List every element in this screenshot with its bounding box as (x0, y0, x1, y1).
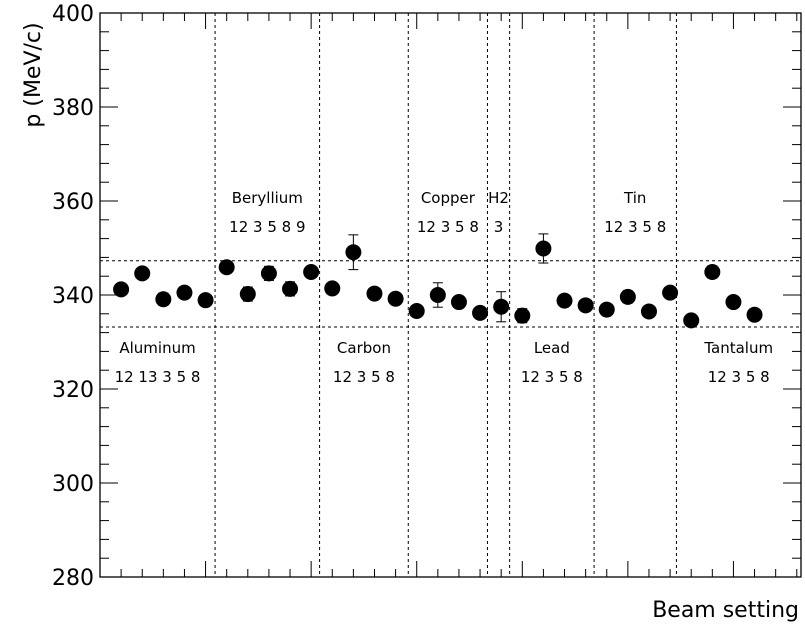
data-point (472, 304, 489, 321)
group-settings-label: 12 13 3 5 8 (115, 368, 201, 386)
group-settings-label: 12 3 5 8 (708, 368, 770, 386)
data-point (450, 294, 467, 311)
data-point (387, 290, 404, 307)
data-point (746, 306, 763, 323)
y-tick-labels: 280 300 320 340 360 380 400 (52, 2, 94, 591)
data-point (366, 285, 383, 302)
group-name-label: Aluminum (119, 339, 195, 357)
data-point (260, 265, 277, 282)
y-tick-label: 320 (52, 378, 94, 403)
data-point (514, 307, 531, 324)
group-settings-label: 12 3 5 8 (417, 218, 479, 236)
data-point (662, 284, 679, 301)
data-point (324, 280, 341, 297)
data-point (408, 302, 425, 319)
data-point (113, 281, 130, 298)
data-point (598, 301, 615, 318)
data-point (429, 287, 446, 303)
data-point (493, 298, 510, 315)
group-settings-label: 12 3 5 8 (604, 218, 666, 236)
data-point (577, 297, 594, 314)
y-tick-label: 280 (52, 566, 94, 591)
y-tick-label: 380 (52, 96, 94, 121)
data-point (197, 292, 214, 309)
axis-ticks (99, 12, 801, 578)
data-point (619, 288, 636, 305)
data-point (725, 294, 742, 311)
group-name-label: Beryllium (232, 189, 303, 207)
group-name-label: Tin (623, 189, 646, 207)
group-name-label: H2 (488, 189, 509, 207)
group-name-label: Carbon (337, 339, 391, 357)
group-settings-label: 12 3 5 8 (333, 368, 395, 386)
y-tick-label: 400 (52, 2, 94, 27)
data-point (535, 240, 552, 257)
data-point (683, 312, 700, 329)
y-tick-label: 340 (52, 284, 94, 309)
group-settings-label: 12 3 5 8 9 (229, 218, 305, 236)
group-name-label: Lead (534, 339, 570, 357)
data-point (345, 244, 362, 261)
data-point (704, 263, 721, 280)
data-point (176, 284, 193, 301)
data-point (640, 303, 657, 320)
group-settings-label: 3 (494, 218, 504, 236)
data-point (303, 263, 320, 280)
data-point (134, 265, 151, 282)
data-point (556, 292, 573, 309)
y-tick-label: 300 (52, 472, 94, 497)
y-axis-label: p (MeV/c) (21, 22, 46, 127)
group-name-label: Tantalum (703, 339, 773, 357)
reference-band (100, 260, 801, 328)
group-settings-label: 12 3 5 8 (521, 368, 583, 386)
data-point (155, 291, 172, 308)
x-axis-label: Beam setting (652, 598, 799, 623)
y-tick-label: 360 (52, 190, 94, 215)
group-annotations: Aluminum 12 13 3 5 8 Beryllium 12 3 5 8 9 Ca… (115, 189, 773, 386)
data-point (218, 259, 235, 276)
data-points (113, 233, 763, 329)
data-point (282, 280, 299, 297)
data-point (239, 286, 256, 303)
group-name-label: Copper (421, 189, 476, 207)
